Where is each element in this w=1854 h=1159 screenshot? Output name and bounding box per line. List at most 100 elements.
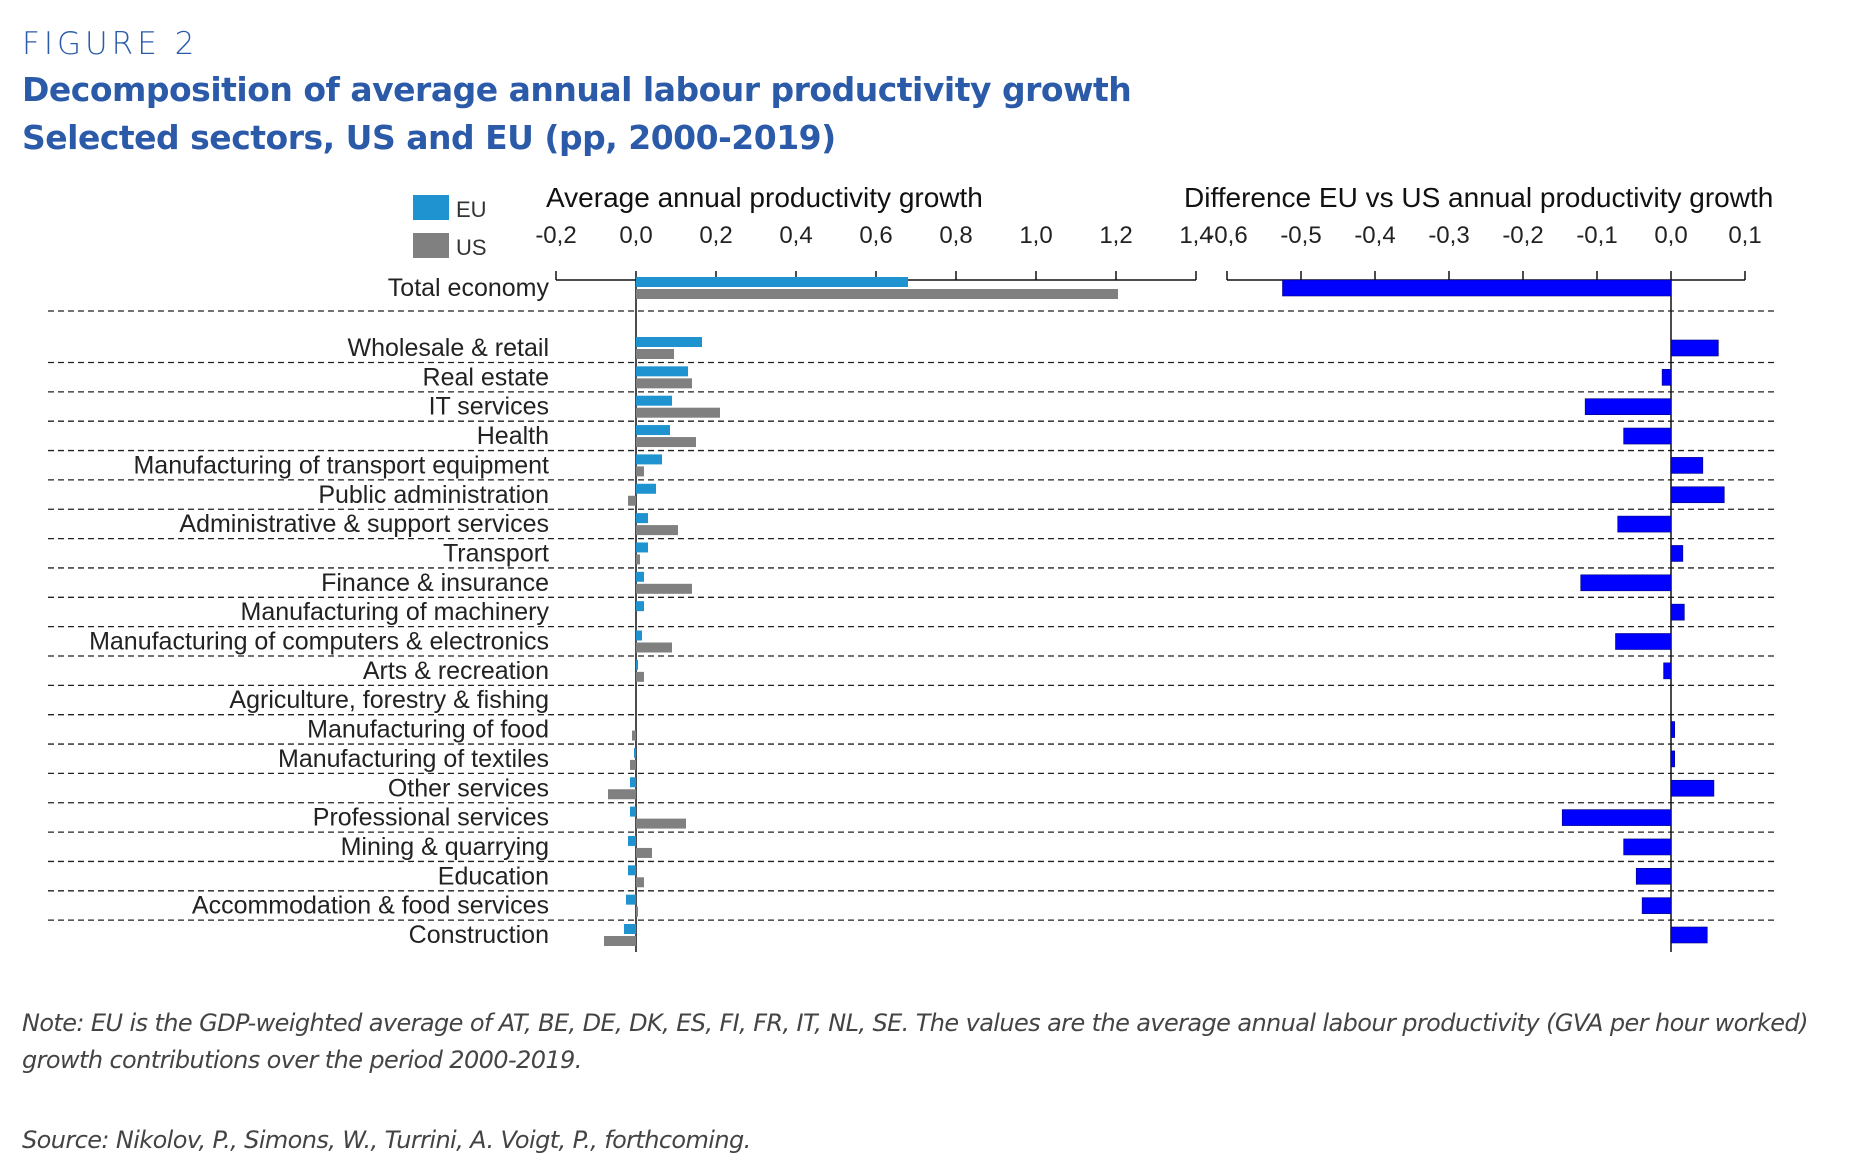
bar-eu <box>636 277 908 287</box>
bar-difference <box>1584 398 1672 416</box>
bar-us <box>636 525 678 536</box>
bar-eu <box>636 337 702 347</box>
bar-us <box>636 642 672 653</box>
left-panel-title: Average annual productivity growth <box>546 182 983 213</box>
right-tick-label: -0,2 <box>1502 222 1543 249</box>
left-tick-label: 0,6 <box>859 222 892 249</box>
right-tick-label: 0,1 <box>1728 222 1761 249</box>
right-tick-label: 0,0 <box>1654 222 1687 249</box>
bar-eu <box>636 454 662 465</box>
bar-difference <box>1635 867 1672 885</box>
chart-title-line-1: Decomposition of average annual labour p… <box>22 70 1132 109</box>
bar-us <box>636 407 720 418</box>
bar-us <box>630 759 636 770</box>
right-tick-label: -0,5 <box>1280 222 1321 249</box>
bar-difference <box>1663 662 1672 680</box>
right-tick-label: -0,6 <box>1206 222 1247 249</box>
legend: EU US <box>413 195 487 260</box>
bar-us <box>636 466 644 477</box>
category-label: Education <box>438 862 549 890</box>
left-tick-label: 1,4 <box>1179 222 1212 249</box>
bar-us <box>636 877 644 888</box>
left-tick-label: 1,2 <box>1099 222 1132 249</box>
figure-note: Note: EU is the GDP-weighted average of … <box>22 1009 1808 1074</box>
left-bars <box>604 277 1118 946</box>
category-label: Administrative & support services <box>179 510 549 538</box>
bar-difference <box>1670 779 1715 797</box>
category-label: Total economy <box>388 274 550 302</box>
category-label: Accommodation & food services <box>192 892 549 920</box>
category-label: Other services <box>388 774 549 802</box>
bar-eu <box>626 894 636 905</box>
bar-us <box>628 495 636 506</box>
bar-difference <box>1670 545 1684 562</box>
bar-difference <box>1580 574 1672 592</box>
bar-us <box>636 818 686 829</box>
bar-us <box>632 730 636 741</box>
left-tick-label: 0,2 <box>699 222 732 249</box>
bar-difference <box>1641 897 1672 914</box>
left-tick-label: 1,0 <box>1019 222 1052 249</box>
bar-us <box>636 554 640 565</box>
category-label: Real estate <box>423 363 549 391</box>
bar-eu <box>628 865 636 876</box>
right-x-axis: -0,6 -0,5 -0,4 -0,3 -0,2 -0,1 0,0 0,1 <box>1206 222 1762 952</box>
bar-eu <box>636 601 644 612</box>
bar-difference <box>1670 603 1685 621</box>
bar-difference <box>1670 457 1704 474</box>
bar-us <box>636 378 692 389</box>
bar-eu <box>628 835 636 846</box>
bar-difference <box>1615 633 1672 650</box>
category-label: Transport <box>443 539 549 567</box>
bar-eu <box>636 513 648 524</box>
bar-difference <box>1617 515 1672 533</box>
left-tick-label: -0,2 <box>535 222 576 249</box>
category-label: Manufacturing of machinery <box>241 598 550 626</box>
bar-eu <box>636 483 656 494</box>
left-tick-label: 0,0 <box>619 222 652 249</box>
bar-us <box>604 936 636 946</box>
category-label: Mining & quarrying <box>341 833 549 861</box>
bar-difference <box>1561 809 1672 826</box>
chart-title-line-2: Selected sectors, US and EU (pp, 2000-20… <box>22 118 836 157</box>
legend-swatch-eu <box>413 195 449 220</box>
bar-eu <box>636 366 688 377</box>
category-label: Wholesale & retail <box>348 334 549 362</box>
chart-canvas: EU US Average annual productivity growth… <box>48 182 1778 952</box>
bar-eu <box>636 425 670 436</box>
category-label: Construction <box>409 921 549 949</box>
legend-label-us: US <box>456 235 487 260</box>
bar-eu <box>624 924 636 934</box>
bar-difference <box>1670 926 1708 944</box>
left-tick-label: 0,4 <box>779 222 812 249</box>
bar-us <box>608 789 636 800</box>
right-tick-label: -0,3 <box>1428 222 1469 249</box>
category-label: Finance & insurance <box>321 569 549 597</box>
category-label: Manufacturing of food <box>307 716 549 744</box>
category-label: IT services <box>429 393 549 421</box>
bar-difference <box>1623 838 1672 856</box>
bar-eu <box>636 571 644 582</box>
category-label: Health <box>477 422 549 450</box>
category-label: Professional services <box>313 804 549 832</box>
bar-difference <box>1670 339 1719 357</box>
category-label: Manufacturing of textiles <box>278 745 549 773</box>
right-tick-label: -0,4 <box>1354 222 1395 249</box>
right-panel-title: Difference EU vs US annual productivity … <box>1184 182 1773 213</box>
bar-difference <box>1661 369 1672 386</box>
bar-eu <box>636 659 638 670</box>
bar-eu <box>636 395 672 406</box>
legend-label-eu: EU <box>456 197 487 222</box>
bar-eu <box>634 747 636 758</box>
bar-eu <box>630 806 636 817</box>
right-tick-label: -0,1 <box>1576 222 1617 249</box>
figure-label: FIGURE 2 <box>22 26 199 62</box>
category-label: Agriculture, forestry & fishing <box>229 686 549 714</box>
right-bars <box>1282 279 1725 944</box>
left-tick-label: 0,8 <box>939 222 972 249</box>
bar-difference <box>1670 750 1676 768</box>
legend-swatch-us <box>413 233 449 258</box>
category-label: Manufacturing of transport equipment <box>133 451 549 479</box>
bar-us <box>636 583 692 594</box>
